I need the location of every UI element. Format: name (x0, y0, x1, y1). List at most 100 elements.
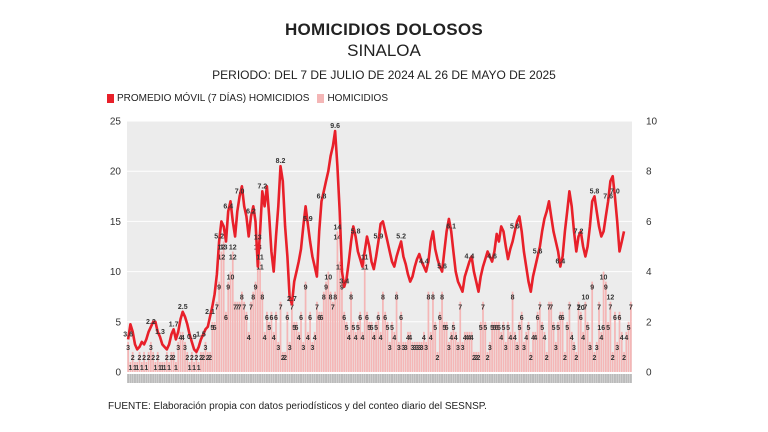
bar (261, 291, 264, 372)
x-axis-tick-mark (620, 374, 623, 383)
bar (234, 301, 236, 372)
data-label: 10 (581, 295, 589, 302)
bar-value-label: 4 (179, 335, 183, 342)
bar-value-label: 3 (401, 345, 405, 352)
bar (140, 361, 143, 372)
bar (548, 301, 550, 372)
bar (532, 331, 534, 372)
bar (338, 261, 341, 372)
x-axis-tick-mark (356, 374, 359, 383)
x-axis-tick-mark (393, 374, 396, 383)
x-axis-tick-mark (525, 374, 528, 383)
x-axis-tick-mark (190, 374, 193, 383)
x-axis-tick-mark (452, 374, 455, 383)
x-axis-tick-mark (588, 374, 591, 383)
bar (320, 311, 323, 372)
x-axis-tick-mark (343, 374, 346, 383)
x-axis-tick-mark (306, 374, 309, 383)
x-axis-tick-mark (629, 374, 632, 383)
bar-value-label: 1 (192, 365, 196, 372)
bar (454, 331, 457, 372)
x-axis-tick-mark (575, 374, 578, 383)
right-axis-tick-label: 2 (646, 317, 652, 328)
bar-value-label: 6 (342, 315, 346, 322)
bar-value-label: 1 (163, 365, 167, 372)
x-axis-tick-mark (459, 374, 462, 383)
x-axis-tick-mark (156, 374, 159, 383)
bar (629, 301, 632, 372)
bar (204, 341, 207, 372)
bar (243, 301, 246, 372)
bar-value-label: 3 (554, 345, 558, 352)
bar (457, 341, 459, 372)
x-axis-tick-mark (502, 374, 505, 383)
bar (513, 331, 516, 372)
x-axis-tick-mark (334, 374, 337, 383)
bar (152, 351, 155, 372)
x-axis-tick-mark (488, 374, 491, 383)
bar-value-label: 7 (608, 305, 612, 312)
bar-value-label: 7 (629, 305, 633, 312)
x-axis-tick-mark (470, 374, 473, 383)
x-axis-tick-mark (427, 374, 430, 383)
data-label: 12 (606, 295, 614, 302)
x-axis-tick-mark (245, 374, 248, 383)
bar-value-label: 2 (165, 355, 169, 362)
x-axis-tick-mark (547, 374, 550, 383)
data-label: 20 (577, 305, 585, 312)
bar (550, 301, 553, 372)
x-axis-tick-mark (513, 374, 516, 383)
data-label: 6.8 (317, 193, 327, 200)
x-axis-tick-mark (516, 374, 519, 383)
bar (404, 341, 407, 372)
data-label: 4.4 (419, 259, 429, 266)
bar-value-label: 5 (552, 325, 556, 332)
bar (536, 311, 539, 372)
bar-value-label: 2 (172, 355, 176, 362)
x-axis-tick-mark (445, 374, 448, 383)
x-axis-tick-mark (318, 374, 321, 383)
bar-value-label: 4 (624, 335, 628, 342)
data-label: 12 (218, 245, 226, 252)
bar (195, 351, 198, 372)
bar-value-label: 4 (272, 335, 276, 342)
x-axis-tick-mark (236, 374, 239, 383)
bar (277, 341, 280, 372)
bar-value-label: 4 (599, 335, 603, 342)
bar-value-label: 5 (292, 325, 296, 332)
bar-value-label: 11 (336, 265, 344, 272)
x-axis-tick-mark (416, 374, 419, 383)
bar-value-label: 4 (542, 335, 546, 342)
data-label: 2.2 (146, 319, 156, 326)
bar-value-label: 4 (306, 335, 310, 342)
x-axis-tick-mark (188, 374, 191, 383)
right-axis-tick-label: 8 (646, 167, 652, 178)
x-axis-tick-mark (554, 374, 557, 383)
data-label: 1.7 (169, 321, 179, 328)
x-axis-tick-mark (475, 374, 478, 383)
bar-value-label: 12 (229, 255, 237, 262)
bar (211, 321, 214, 372)
x-axis-tick-mark (290, 374, 293, 383)
bar-value-label: 1 (158, 365, 162, 372)
bar (227, 281, 230, 372)
bar-value-label: 8 (349, 295, 353, 302)
x-axis-tick-mark (561, 374, 564, 383)
bar-value-label: 3 (276, 345, 280, 352)
x-axis-tick-mark (477, 374, 480, 383)
x-axis-tick-mark (582, 374, 585, 383)
bar-value-label: 5 (351, 325, 355, 332)
x-axis-tick-mark (532, 374, 535, 383)
bar-value-label: 2 (574, 355, 578, 362)
bar (479, 321, 482, 372)
bar-value-label: 3 (488, 345, 492, 352)
bar (202, 351, 205, 372)
left-axis-tick-label: 5 (115, 317, 121, 328)
bar (386, 321, 389, 372)
bar (468, 331, 471, 372)
bar (375, 321, 377, 372)
bar (570, 331, 573, 372)
x-axis-tick-mark (386, 374, 389, 383)
bar-value-label: 14 (334, 234, 342, 241)
x-axis-tick-mark (456, 374, 459, 383)
